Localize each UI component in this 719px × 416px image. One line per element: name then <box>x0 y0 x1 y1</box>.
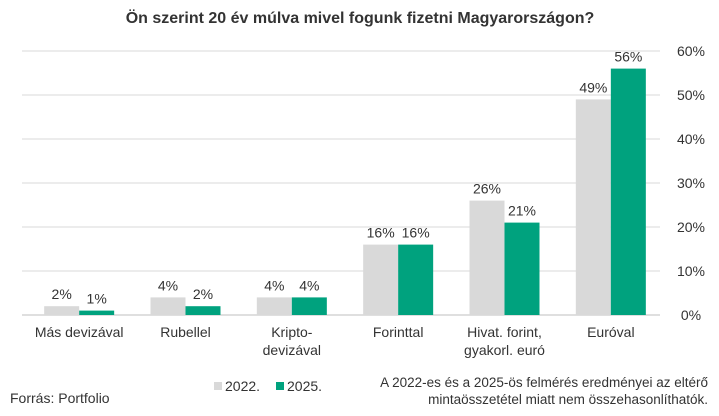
y-tick-label: 30% <box>677 175 705 191</box>
x-tick-label: Euróval <box>587 324 634 340</box>
bar-2022-3 <box>363 244 399 315</box>
bar-2025-5 <box>610 68 646 315</box>
bar-2025-2 <box>291 297 327 315</box>
note-line-2: mintaösszetétel miatt nem összehasonlíth… <box>428 392 708 407</box>
x-tick-label: Hivat. forint, <box>467 324 542 340</box>
bar-2022-1 <box>150 297 186 315</box>
y-tick-label: 40% <box>677 131 705 147</box>
x-tick-label: Más devizával <box>35 324 124 340</box>
legend-swatch <box>276 382 284 390</box>
legend-swatch <box>214 382 222 390</box>
legend-label: 2022. <box>225 378 260 394</box>
chart-title: Ön szerint 20 év múlva mivel fogunk fize… <box>126 8 595 27</box>
bar-2025-1 <box>185 306 221 315</box>
data-label: 4% <box>158 277 178 293</box>
data-label: 4% <box>264 277 284 293</box>
data-label: 49% <box>579 79 607 95</box>
data-label: 56% <box>614 49 642 65</box>
x-tick-label: devizával <box>263 342 321 358</box>
data-label: 2% <box>52 286 72 302</box>
bar-2022-2 <box>256 297 292 315</box>
bar-2022-5 <box>575 99 611 316</box>
x-tick-label: Rubellel <box>160 324 211 340</box>
bar-2025-0 <box>79 310 115 315</box>
data-label: 1% <box>87 291 107 307</box>
y-tick-label: 20% <box>677 219 705 235</box>
bar-2022-0 <box>44 306 80 315</box>
y-tick-label: 50% <box>677 87 705 103</box>
source-text: Forrás: Portfolio <box>10 390 110 406</box>
x-tick-label: Forinttal <box>373 324 424 340</box>
data-label: 2% <box>193 286 213 302</box>
data-label: 21% <box>508 203 536 219</box>
y-tick-label: 10% <box>677 263 705 279</box>
legend-label: 2025. <box>287 378 322 394</box>
y-tick-label: 0% <box>681 307 701 323</box>
data-label: 16% <box>402 225 430 241</box>
data-label: 16% <box>367 225 395 241</box>
y-tick-label: 60% <box>677 43 705 59</box>
x-tick-label: Kripto- <box>271 324 313 340</box>
bar-2022-4 <box>469 200 505 315</box>
x-tick-label: gyakorl. euró <box>464 342 545 358</box>
data-label: 26% <box>473 181 501 197</box>
bar-2025-4 <box>504 222 540 315</box>
bar-2025-3 <box>398 244 434 315</box>
data-label: 4% <box>299 277 319 293</box>
note-line-1: A 2022-es és a 2025-ös felmérés eredmény… <box>380 375 708 390</box>
